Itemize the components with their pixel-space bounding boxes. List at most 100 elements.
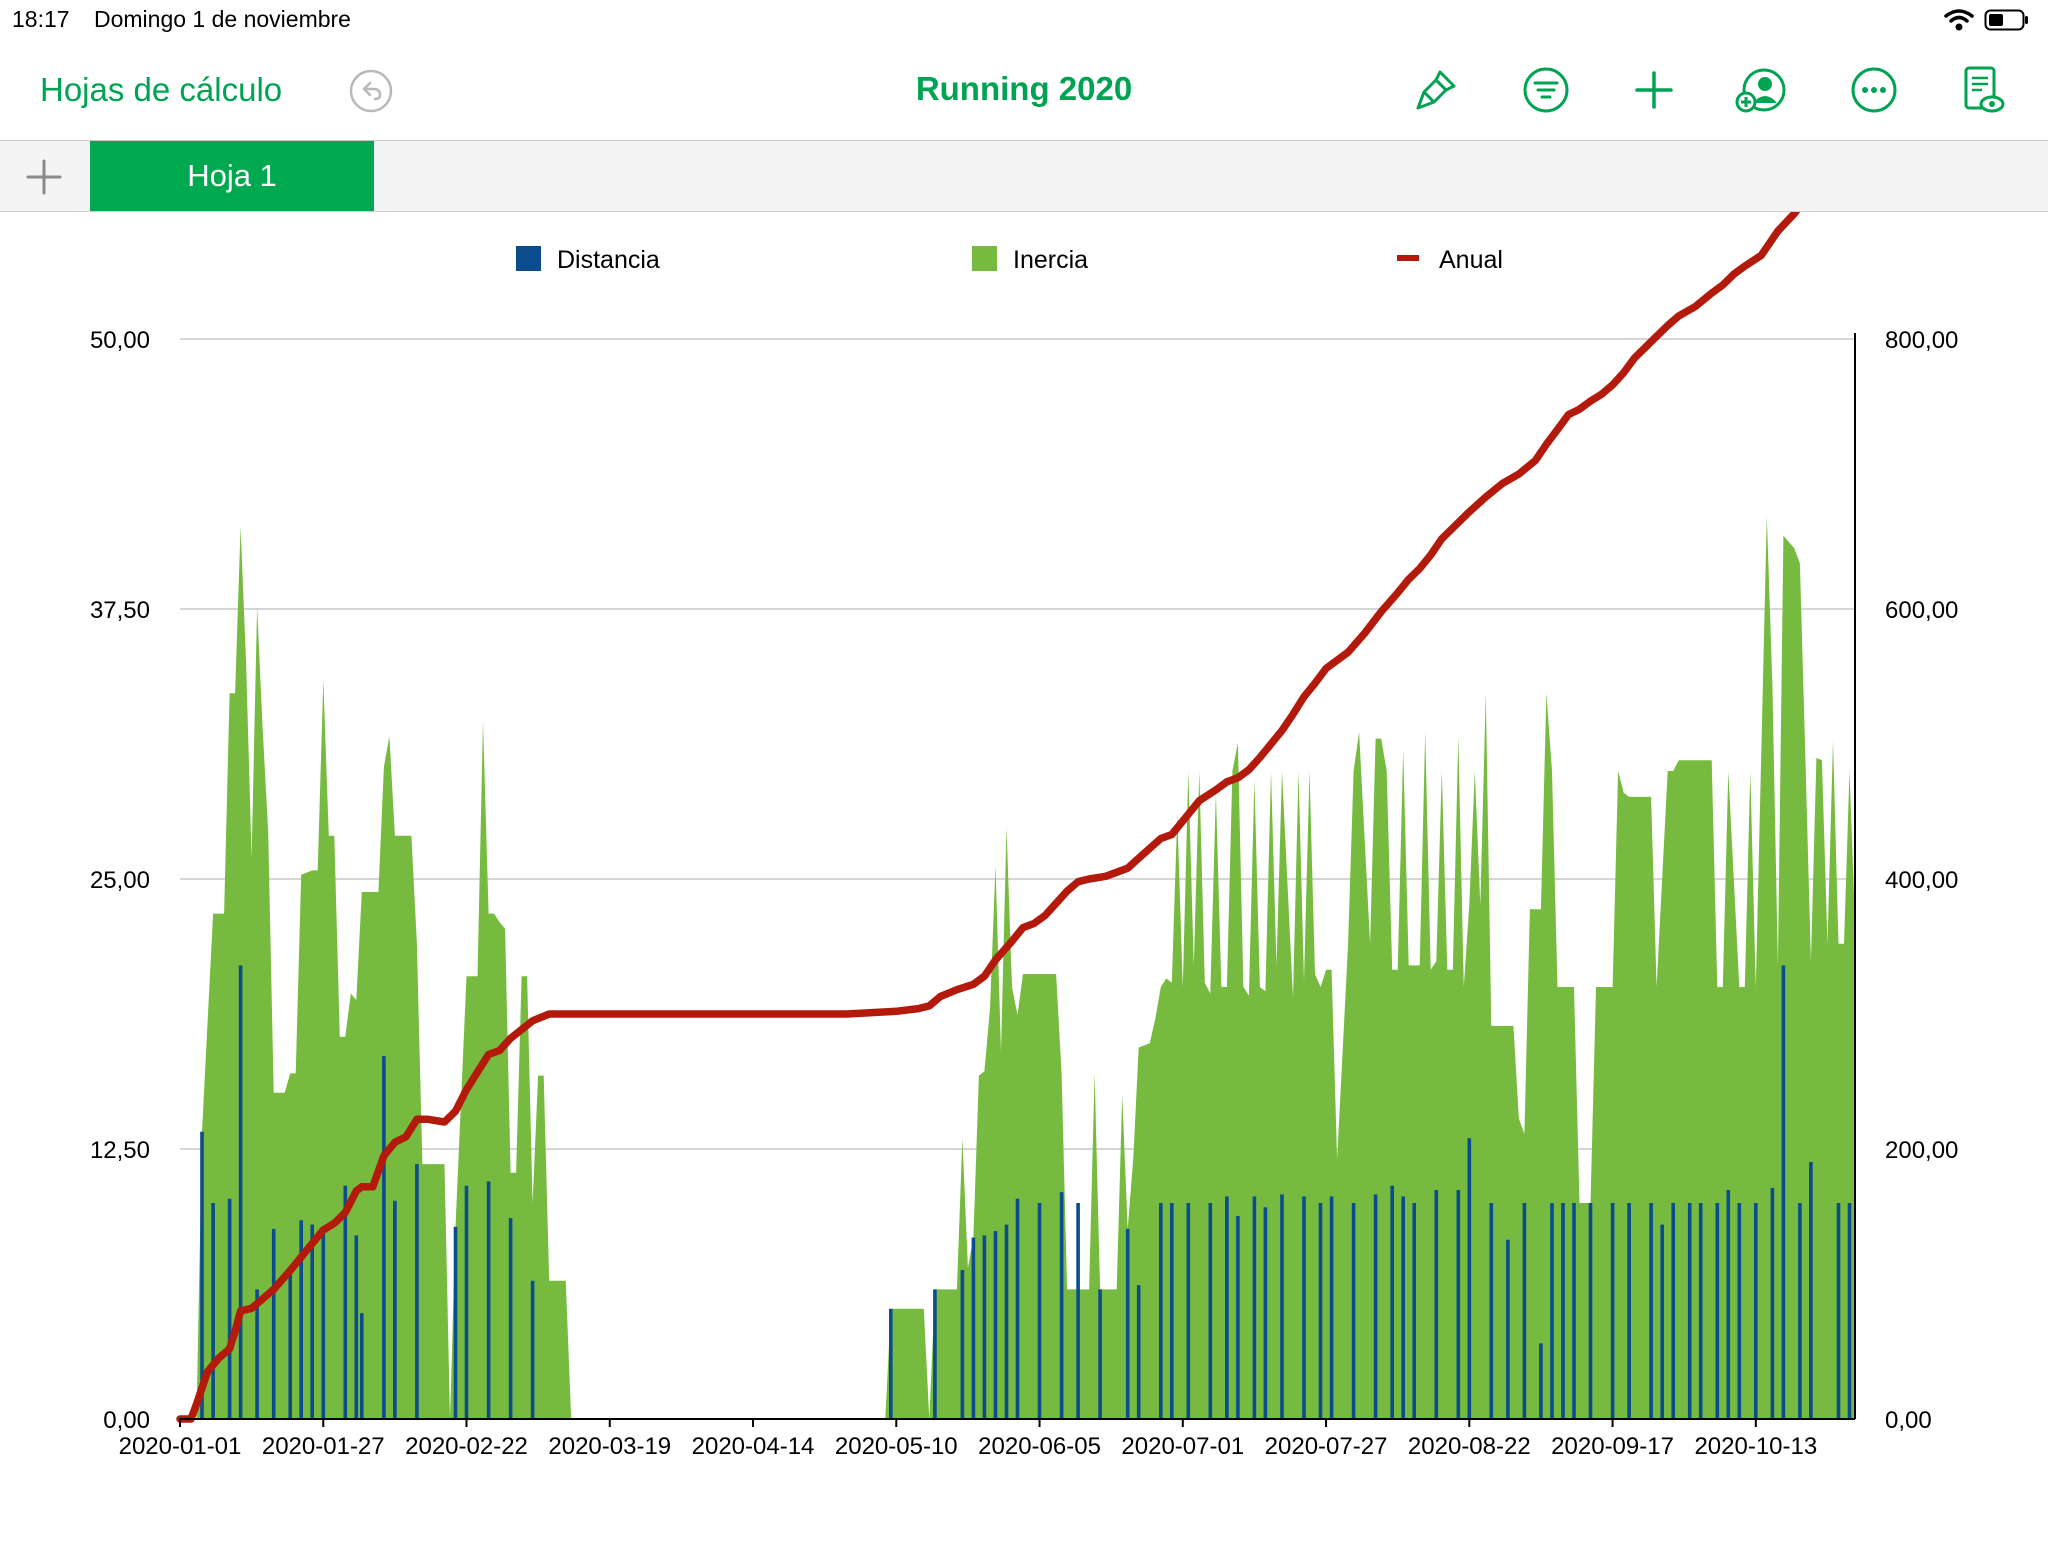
legend-swatch-inercia (972, 246, 997, 271)
distancia-bar (1373, 1194, 1378, 1419)
status-indicators (1944, 6, 2030, 34)
distancia-bar (1263, 1207, 1268, 1419)
battery-icon (1984, 9, 2028, 31)
distancia-bar (1125, 1228, 1130, 1419)
y-right-tick-label: 600,00 (1885, 597, 1958, 624)
distancia-bars (200, 965, 1852, 1419)
anual-line (176, 139, 1859, 1423)
distancia-bar (354, 1235, 359, 1419)
plus-icon[interactable] (1628, 64, 1680, 116)
distancia-bar (1754, 1203, 1758, 1419)
toolbar: Hojas de cálculo Running 2020 (0, 40, 2048, 141)
status-date: Domingo 1 de noviembre (94, 6, 351, 32)
x-tick-label: 2020-01-27 (262, 1433, 385, 1460)
tab-hoja-1[interactable]: Hoja 1 (90, 141, 374, 211)
x-tick-label: 2020-02-22 (405, 1433, 528, 1460)
y-right-tick-label: 0,00 (1885, 1407, 1932, 1434)
distancia-bar (1522, 1203, 1527, 1419)
distancia-bar (1351, 1203, 1356, 1419)
distancia-bar (1781, 965, 1786, 1419)
y-left-tick-label: 50,00 (90, 327, 150, 354)
distancia-bar (1506, 1239, 1510, 1419)
x-tick-label: 2020-07-27 (1265, 1433, 1388, 1460)
x-tick-label: 2020-04-14 (692, 1433, 815, 1460)
distancia-bar (382, 1056, 386, 1419)
format-brush-icon[interactable] (1410, 64, 1462, 116)
x-tick-label: 2020-05-10 (835, 1433, 958, 1460)
distancia-bar (982, 1235, 987, 1419)
distancia-bar (464, 1185, 469, 1419)
distancia-bar (1649, 1203, 1653, 1419)
y-right-tick-label: 800,00 (1885, 327, 1958, 354)
y-left-tick-label: 12,50 (90, 1137, 150, 1164)
undo-icon[interactable] (348, 68, 394, 114)
distancia-bar (1098, 1289, 1102, 1419)
distancia-bar (1687, 1203, 1692, 1419)
distancia-bar (1671, 1203, 1675, 1419)
distancia-bar (960, 1270, 965, 1419)
distancia-bar (1302, 1196, 1306, 1419)
distancia-bar (1726, 1190, 1731, 1419)
distancia-bar (211, 1203, 215, 1419)
distancia-bar (238, 965, 243, 1419)
distancia-bar (1329, 1196, 1334, 1419)
filter-icon[interactable] (1520, 64, 1572, 116)
distancia-bar (1401, 1196, 1405, 1419)
x-tick-label: 2020-07-01 (1121, 1433, 1244, 1460)
distancia-bar (1434, 1190, 1439, 1419)
collaborate-icon[interactable] (1734, 64, 1786, 116)
distancia-bar (271, 1228, 276, 1419)
x-tick-label: 2020-08-22 (1408, 1433, 1531, 1460)
distancia-bar (288, 1267, 292, 1419)
distancia-bar (453, 1226, 458, 1419)
distancia-bar (1550, 1203, 1554, 1419)
distancia-bar (1467, 1138, 1472, 1419)
y-left-tick-label: 25,00 (90, 867, 150, 894)
legend-swatch-distancia (516, 246, 541, 271)
distancia-bar (1225, 1196, 1229, 1419)
distancia-bar (1715, 1203, 1720, 1419)
distancia-bar (993, 1231, 998, 1419)
distancia-bar (321, 1231, 326, 1419)
distancia-bar (310, 1224, 314, 1419)
distancia-bar (1236, 1216, 1240, 1419)
x-tick-label: 2020-01-01 (119, 1433, 242, 1460)
distancia-bar (255, 1289, 259, 1419)
distancia-bar (1412, 1203, 1416, 1419)
add-sheet-icon[interactable] (18, 155, 70, 199)
distancia-bar (1489, 1203, 1494, 1419)
y-right-tick-label: 200,00 (1885, 1137, 1958, 1164)
wifi-icon (1944, 9, 1974, 31)
distancia-bar (1186, 1203, 1191, 1419)
distancia-bar (1561, 1203, 1565, 1419)
distancia-bar (1037, 1203, 1042, 1419)
back-to-spreadsheets-link[interactable]: Hojas de cálculo (40, 71, 283, 108)
distancia-bar (343, 1185, 348, 1419)
distancia-bar (1318, 1203, 1323, 1419)
distancia-bar (1059, 1192, 1064, 1419)
x-tick-label: 2020-10-13 (1694, 1433, 1817, 1460)
distancia-bar (1847, 1203, 1852, 1419)
distancia-bar (1159, 1203, 1163, 1419)
distancia-bar (1004, 1224, 1009, 1419)
axes: 0,00 0,00 12,50 200,00 25,00 400,00 37,50 600,0… (90, 327, 1958, 1460)
distancia-bar (1572, 1203, 1576, 1419)
distancia-bar (1390, 1185, 1394, 1419)
distancia-bar (508, 1218, 513, 1419)
legend-label-inercia: Inercia (1013, 246, 1088, 274)
reading-view-icon[interactable] (1956, 64, 2008, 116)
anual-line-path (176, 139, 1859, 1423)
distancia-bar (360, 1313, 364, 1419)
distancia-bar (1698, 1203, 1703, 1419)
y-left-tick-label: 0,00 (103, 1407, 150, 1434)
chart-container: Distancia Inercia Anual 0,00 0,00 12,50 200… (0, 139, 2048, 1536)
more-icon[interactable] (1848, 64, 1900, 116)
distancia-bar (1280, 1194, 1284, 1419)
status-bar: 18:17 Domingo 1 de noviembre (0, 0, 2048, 40)
sheet-tab-bar: Hoja 1 (0, 141, 2048, 212)
distancia-bar (299, 1220, 303, 1419)
distancia-bar (1136, 1285, 1141, 1419)
distancia-bar (889, 1308, 893, 1419)
distancia-bar (200, 1131, 204, 1419)
distancia-bar (933, 1289, 937, 1419)
